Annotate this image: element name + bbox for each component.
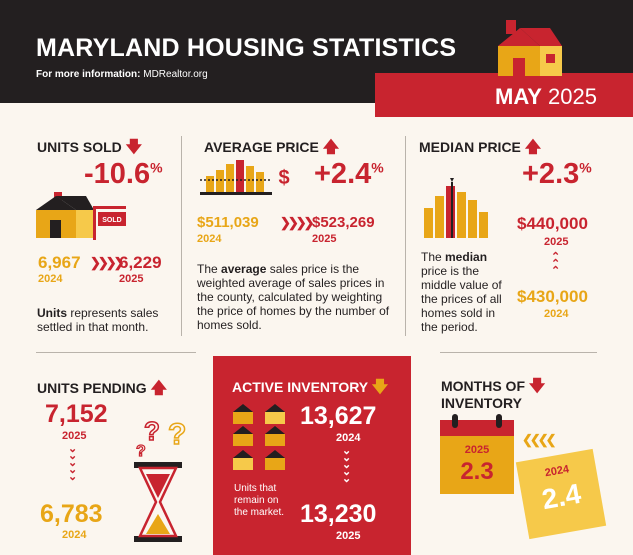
- median-price-curr-year: 2025: [544, 236, 569, 248]
- average-price-heading-text: AVERAGE PRICE: [204, 139, 319, 155]
- units-sold-note: Units represents sales settled in that m…: [37, 306, 177, 334]
- median-price-note-text: price is the middle value of the prices …: [421, 264, 502, 334]
- active-inventory-heading-text: ACTIVE INVENTORY: [232, 379, 368, 395]
- up-arrow-icon: 🡅: [524, 139, 542, 156]
- median-price-prev-year: 2024: [544, 308, 569, 320]
- units-sold-note-bold: Units: [37, 306, 67, 320]
- month-bar: [375, 73, 633, 117]
- sold-house-icon: SOLD: [36, 192, 126, 240]
- svg-text:?: ?: [136, 443, 146, 458]
- chevrons-icon: ❯❯❯❯: [280, 215, 315, 230]
- median-price-change-value: +2.3: [522, 158, 580, 190]
- months-inventory-heading-line1: MONTHS OF: [441, 378, 525, 394]
- question-marks-icon: ? ? ?: [135, 415, 187, 458]
- average-price-prev-year: 2024: [197, 233, 222, 245]
- median-price-change: +2.3%: [522, 158, 592, 191]
- average-price-note-text: sales price is the weighted average of s…: [197, 262, 390, 332]
- active-inventory-curr-year: 2025: [336, 530, 361, 542]
- units-sold-curr-value: 6,229: [119, 253, 162, 272]
- chevrons-down-icon: ⌄ ⌄ ⌄ ⌄ ⌄: [342, 445, 352, 485]
- months-inventory-heading-line2: INVENTORY: [441, 395, 522, 411]
- up-arrow-icon: 🡅: [150, 380, 168, 397]
- average-price-note-bold: average: [221, 262, 267, 276]
- months-inventory-heading: MONTHS OF 🡇 INVENTORY: [441, 378, 545, 411]
- active-inventory-prev-year: 2024: [336, 432, 361, 444]
- units-sold-prev-year: 2024: [38, 273, 63, 285]
- active-inventory-curr-value: 13,230: [300, 500, 377, 528]
- percent-sign: %: [371, 159, 384, 176]
- units-pending-heading: UNITS PENDING 🡅: [37, 377, 167, 404]
- house-icon: [498, 20, 562, 76]
- info-label: For more information:: [36, 69, 141, 80]
- bar-chart-dollar-icon: $: [200, 160, 290, 195]
- units-sold-curr-year: 2025: [119, 273, 144, 285]
- units-sold-change: -10.6%: [84, 158, 163, 191]
- months-inventory-curr-value: 2.3: [460, 458, 494, 485]
- median-price-heading-text: MEDIAN PRICE: [419, 139, 521, 155]
- info-link[interactable]: MDRealtor.org: [143, 69, 208, 80]
- average-price-heading: AVERAGE PRICE 🡅: [204, 136, 339, 163]
- median-price-prev-value: $430,000: [517, 287, 588, 306]
- calendar-icon: 2024 2.4: [515, 448, 607, 540]
- svg-text:?: ?: [168, 418, 186, 451]
- houses-grid-icon: [233, 404, 285, 470]
- divider: [440, 352, 597, 353]
- month-label: MAY 2025: [495, 84, 597, 110]
- divider: [36, 352, 196, 353]
- month-name: MAY: [495, 84, 542, 109]
- units-pending-curr-year: 2025: [62, 430, 87, 442]
- units-sold-heading-text: UNITS SOLD: [37, 139, 122, 155]
- units-sold-note-text: represents sales settled in that month.: [37, 306, 159, 334]
- divider: [405, 136, 406, 336]
- average-price-curr-year: 2025: [312, 233, 337, 245]
- months-inventory-curr-year: 2025: [464, 444, 490, 456]
- chevrons-down-icon: ⌄ ⌄ ⌄ ⌄ ⌄: [68, 443, 78, 483]
- info-line: For more information: MDRealtor.org: [36, 69, 208, 80]
- units-sold-prev-value: 6,967: [38, 253, 81, 272]
- month-year: 2025: [548, 84, 597, 109]
- page-title: MARYLAND HOUSING STATISTICS: [36, 34, 457, 62]
- chevrons-icon: ❯❯❯❯: [90, 255, 125, 270]
- svg-text:?: ?: [144, 416, 160, 446]
- units-pending-curr-value: 7,152: [45, 400, 108, 428]
- units-pending-prev-value: 6,783: [40, 500, 103, 528]
- average-price-note-pre: The: [197, 262, 222, 276]
- percent-sign: %: [150, 159, 163, 176]
- average-price-curr-value: $523,269: [312, 214, 375, 231]
- units-sold-change-value: -10.6: [84, 158, 151, 190]
- units-sold-heading: UNITS SOLD 🡇: [37, 136, 142, 163]
- down-arrow-icon: 🡇: [371, 379, 389, 396]
- hourglass-icon: [134, 462, 182, 542]
- median-price-note: The median price is the middle value of …: [421, 250, 513, 334]
- median-price-note-pre: The: [421, 250, 446, 264]
- bar-chart-median-icon: [424, 178, 488, 238]
- chevrons-up-icon: ⌃ ⌃ ⌃: [551, 251, 561, 277]
- down-arrow-icon: 🡇: [125, 139, 143, 156]
- dollar-sign: $: [278, 167, 289, 189]
- active-inventory-heading: ACTIVE INVENTORY 🡇: [232, 376, 388, 403]
- divider: [181, 136, 182, 336]
- units-pending-prev-year: 2024: [62, 529, 87, 541]
- up-arrow-icon: 🡅: [322, 139, 340, 156]
- sold-sign-label: SOLD: [102, 217, 121, 224]
- median-price-heading: MEDIAN PRICE 🡅: [419, 136, 541, 163]
- median-price-curr-value: $440,000: [517, 214, 588, 233]
- median-price-note-bold: median: [445, 250, 488, 264]
- down-arrow-icon: 🡇: [528, 378, 546, 395]
- percent-sign: %: [579, 159, 592, 176]
- active-inventory-prev-value: 13,627: [300, 402, 377, 430]
- chevrons-left-icon: ❮❮❮❮: [522, 432, 557, 447]
- average-price-note: The average sales price is the weighted …: [197, 262, 395, 332]
- average-price-change-value: +2.4: [314, 158, 372, 190]
- calendar-icon: 2025 2.3: [440, 414, 514, 494]
- average-price-change: +2.4%: [314, 158, 384, 191]
- units-pending-heading-text: UNITS PENDING: [37, 380, 147, 396]
- average-price-prev-value: $511,039: [197, 214, 259, 231]
- active-inventory-note: Units that remain on the market.: [234, 483, 285, 518]
